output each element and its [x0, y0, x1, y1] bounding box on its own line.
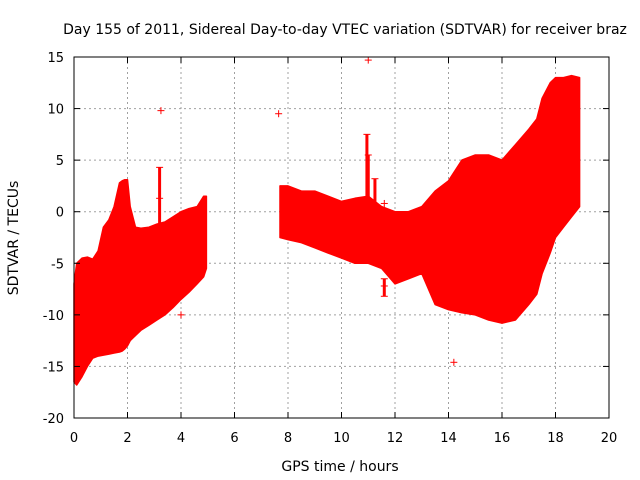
- x-tick-label: 4: [177, 431, 185, 446]
- axes: [73, 56, 610, 419]
- y-tick-label: -20: [43, 412, 64, 427]
- tick-labels: 0 2 4 6 8 10 12 14 16 18 20 -20 -15 -10 -5 0 5 10 15: [43, 51, 618, 446]
- data-layer: [73, 56, 581, 386]
- x-tick-label: 14: [440, 431, 457, 446]
- data-point: [275, 110, 283, 118]
- x-tick-label: 16: [494, 431, 511, 446]
- y-tick-label: -15: [43, 360, 64, 375]
- data-band-2: [279, 74, 581, 324]
- y-tick-label: 5: [56, 154, 64, 169]
- y-tick-label: 0: [56, 206, 64, 221]
- x-tick-label: 6: [230, 431, 238, 446]
- x-tick-label: 10: [333, 431, 350, 446]
- data-band-1: [73, 178, 208, 386]
- data-point: [380, 282, 388, 290]
- data-point: [156, 194, 164, 202]
- x-tick-label: 12: [387, 431, 404, 446]
- y-tick-label: -10: [43, 309, 64, 324]
- data-point: [380, 199, 388, 207]
- x-tick-label: 18: [547, 431, 564, 446]
- data-point: [177, 311, 185, 319]
- x-tick-label: 20: [601, 431, 618, 446]
- y-tick-label: -5: [51, 257, 64, 272]
- y-tick-label: 10: [47, 103, 64, 118]
- data-point: [450, 358, 458, 366]
- x-tick-label: 0: [70, 431, 78, 446]
- data-point: [157, 107, 165, 115]
- y-tick-label: 15: [47, 51, 64, 66]
- y-axis-label: SDTVAR / TECUs: [6, 181, 22, 296]
- data-point: [364, 56, 372, 64]
- chart-title: Day 155 of 2011, Sidereal Day-to-day VTE…: [63, 22, 627, 38]
- x-tick-label: 2: [123, 431, 131, 446]
- x-tick-label: 8: [284, 431, 292, 446]
- x-axis-label: GPS time / hours: [281, 459, 398, 475]
